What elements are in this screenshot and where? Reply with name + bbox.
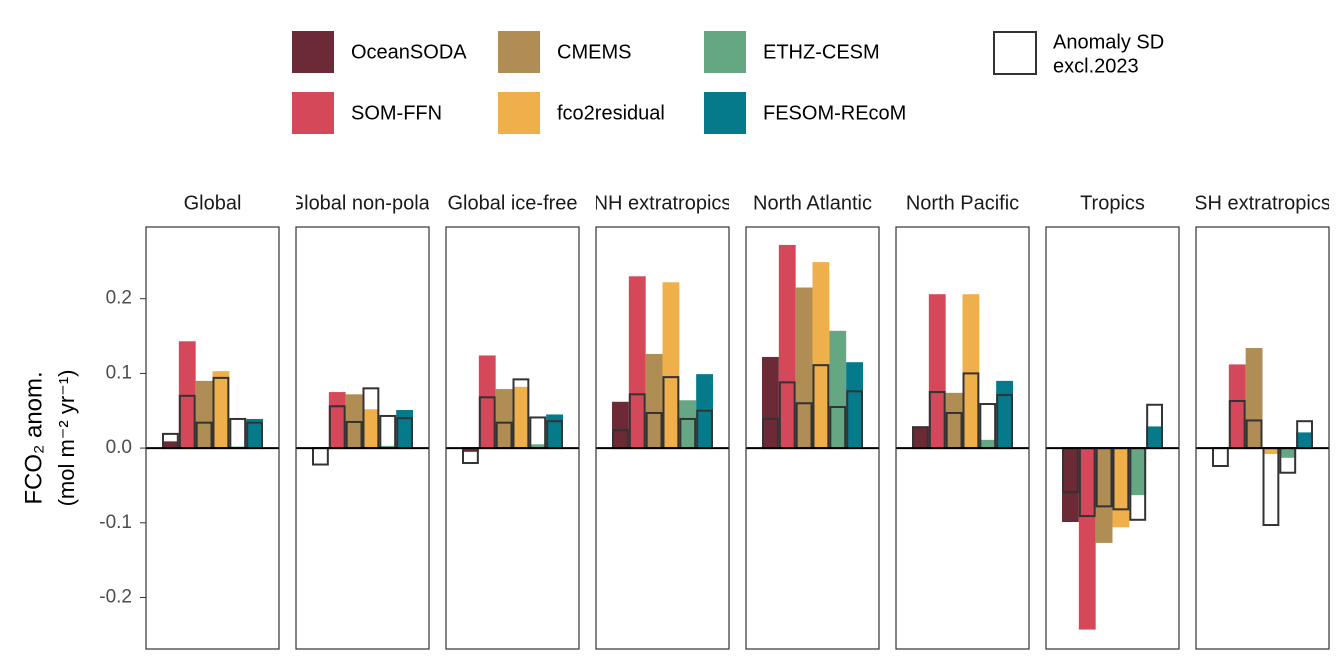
bar	[195, 380, 213, 449]
bar	[512, 386, 530, 449]
panel-border	[1045, 226, 1180, 650]
legend-swatch	[704, 92, 746, 134]
legend-label: ETHZ-CESM	[763, 41, 880, 63]
panel-border	[145, 226, 280, 650]
y-tick-label: 0.0	[106, 437, 132, 458]
bar	[628, 276, 646, 449]
bar	[812, 262, 830, 449]
y-tick-label: 0.2	[106, 288, 132, 309]
sd-bar	[312, 447, 329, 466]
sd-bar	[1262, 447, 1280, 527]
legend-swatch	[292, 31, 334, 73]
legend-swatch	[498, 31, 540, 73]
bar	[1095, 448, 1113, 543]
bar	[612, 401, 629, 449]
sd-bar	[379, 414, 397, 450]
legend-label: FESOM-REcoM	[763, 102, 906, 124]
legend-label: fco2residual	[557, 102, 665, 124]
panel-border	[595, 226, 730, 650]
y-axis-title-line: (mol m⁻² yr⁻¹)	[54, 370, 79, 507]
bar	[546, 414, 563, 449]
y-tick-label: -0.1	[99, 512, 132, 533]
legend-label: SOM-FFN	[351, 102, 442, 124]
bar	[212, 371, 230, 449]
legend-swatch	[292, 92, 334, 134]
panel-border	[895, 226, 1030, 650]
bar	[162, 441, 179, 449]
bar	[328, 392, 346, 449]
facet-label: Global	[184, 192, 242, 214]
bar	[912, 427, 929, 449]
bar	[928, 294, 946, 449]
panel-border	[445, 226, 580, 650]
bar	[1262, 448, 1280, 455]
facet-label: NH extratropics	[594, 192, 732, 214]
bar	[962, 294, 980, 449]
bar	[1129, 448, 1147, 496]
bar	[945, 392, 963, 449]
bar	[778, 244, 796, 449]
bar	[846, 362, 863, 449]
sd-bar	[1212, 447, 1229, 468]
legend-label: OceanSODA	[351, 41, 467, 63]
bar	[996, 380, 1013, 449]
bar	[979, 439, 997, 449]
bar	[1245, 347, 1263, 449]
y-tick-label: -0.2	[99, 586, 132, 607]
bar	[679, 400, 697, 449]
bar	[495, 389, 513, 449]
legend-swatch	[498, 92, 540, 134]
panel-border	[295, 226, 430, 650]
facet-label: Global non-polar	[289, 192, 437, 214]
y-axis-title: FCO₂ anom. (mol m⁻² yr⁻¹)	[20, 370, 78, 507]
panel-border	[1195, 226, 1330, 650]
facet-label: North Pacific	[906, 192, 1019, 214]
legend-label: excl.2023	[1053, 55, 1139, 77]
bar	[462, 448, 479, 452]
legend-label: CMEMS	[557, 41, 631, 63]
facet-label: North Atlantic	[753, 192, 872, 214]
bar	[246, 418, 263, 449]
y-tick-label: 0.1	[106, 362, 132, 383]
bar	[379, 445, 397, 449]
bar	[396, 409, 413, 449]
bar	[1279, 448, 1297, 458]
sd-bar	[229, 417, 247, 450]
y-axis-title-line: FCO₂ anom.	[20, 371, 47, 504]
bar	[1062, 448, 1079, 523]
panel-border	[745, 226, 880, 650]
bar	[178, 341, 196, 449]
bar	[478, 355, 496, 449]
bar	[529, 444, 547, 449]
bar	[762, 356, 779, 449]
facet-label: Global ice-free	[447, 192, 577, 214]
facet-label: Tropics	[1080, 192, 1145, 214]
bar	[1146, 426, 1163, 449]
bar	[829, 330, 847, 449]
facet-label: SH extratropics	[1194, 192, 1331, 214]
bar	[795, 287, 813, 449]
legend-label: Anomaly SD	[1053, 31, 1164, 53]
bar	[362, 409, 380, 449]
bar	[1078, 448, 1096, 630]
bar	[1112, 448, 1130, 528]
bar	[645, 353, 663, 449]
legend-swatch	[704, 31, 746, 73]
sd-bar	[529, 416, 547, 450]
legend-swatch	[993, 31, 1037, 75]
bar	[1296, 432, 1313, 449]
bar	[662, 282, 680, 449]
bar	[1228, 364, 1246, 449]
